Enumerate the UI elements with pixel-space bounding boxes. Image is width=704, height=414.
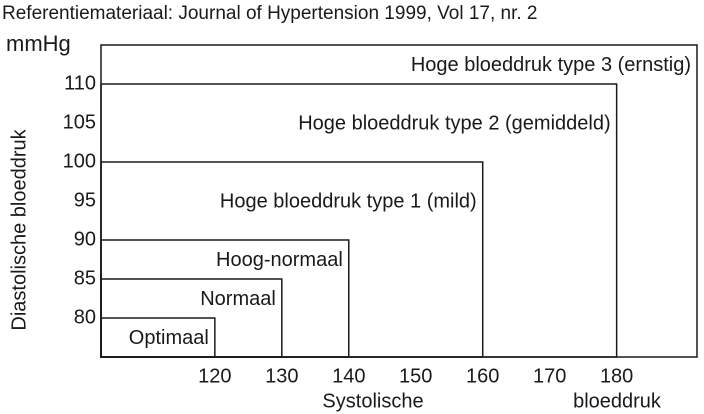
y-tick-label: 90 [74, 228, 96, 250]
region [100, 83, 618, 358]
y-axis-label: Diastolische bloeddruk [8, 128, 30, 330]
region-label: Normaal [200, 288, 276, 310]
x-tick-label: 170 [533, 365, 566, 387]
x-tick-label: 180 [600, 365, 633, 387]
y-tick-label: 110 [64, 72, 96, 94]
x-axis-label: Systolische [322, 390, 423, 412]
region-label: Hoge bloeddruk type 1 (mild) [220, 190, 477, 212]
x-axis-label: bloeddruk [573, 390, 662, 412]
y-tick-label: 80 [74, 306, 96, 328]
y-unit: mmHg [6, 31, 71, 56]
x-tick-label: 130 [265, 365, 298, 387]
region-label: Hoog-normaal [216, 249, 343, 271]
y-tick-label: 105 [63, 111, 96, 133]
y-tick-label: 95 [74, 189, 96, 211]
chart-title: Referentiemateriaal: Journal of Hyperten… [2, 3, 538, 24]
y-tick-label: 100 [63, 150, 96, 172]
y-tick-label: 85 [74, 267, 96, 289]
region-label: Hoge bloeddruk type 2 (gemiddeld) [298, 112, 610, 134]
x-tick-label: 140 [332, 365, 365, 387]
x-tick-label: 120 [198, 365, 231, 387]
region-label: Hoge bloeddruk type 3 (ernstig) [411, 54, 691, 76]
x-tick-label: 160 [466, 365, 499, 387]
region-label: Optimaal [129, 327, 209, 349]
x-tick-label: 150 [399, 365, 432, 387]
